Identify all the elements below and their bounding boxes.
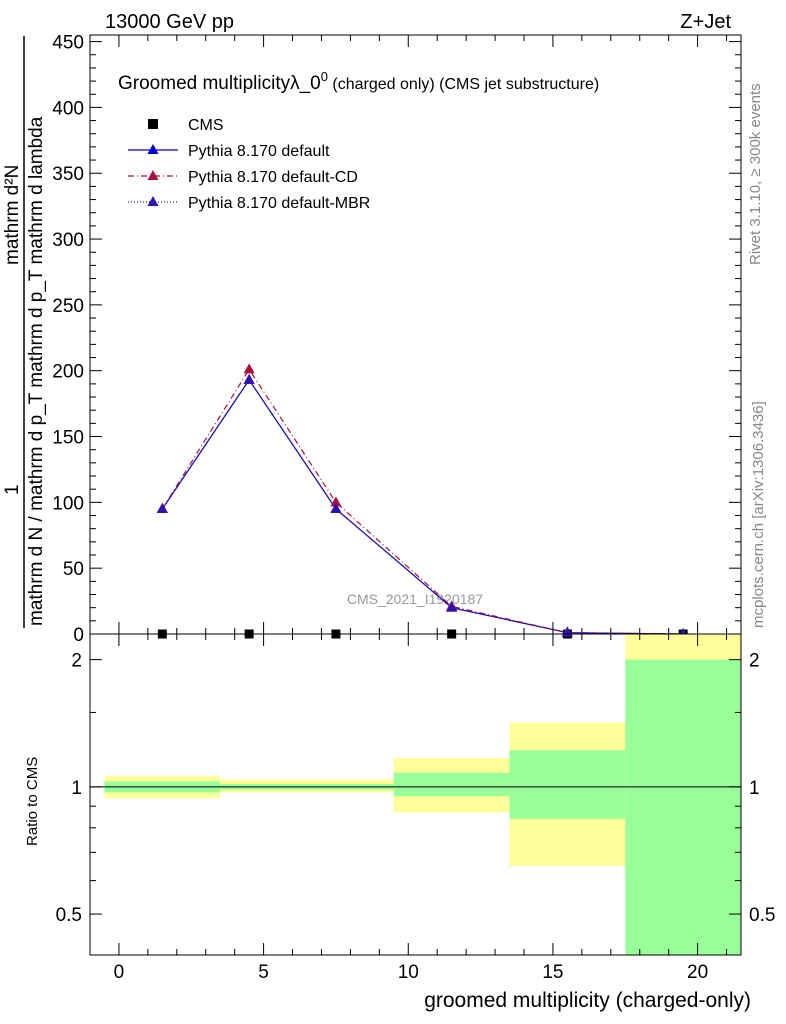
- main-y-axis: 0 50 100 150 200 250 300 350 400 450: [52, 33, 741, 646]
- main-y-label: mathrm d²N 1 mathrm d N / mathrm d p_T m…: [2, 36, 47, 628]
- y-tick-label: 350: [52, 164, 84, 185]
- legend-marker: [148, 119, 158, 129]
- data-point-triangle: [330, 496, 342, 507]
- ratio-plot-panel: 0.5 0.5 1 1 2 2 0 5 10 15 20 Ratio to CMS groomed…: [24, 633, 775, 1012]
- plot-title-suffix: (charged only) (CMS jet substructure): [328, 76, 599, 93]
- data-point-triangle: [156, 502, 168, 513]
- energy-label: 13000 GeV pp: [105, 11, 234, 33]
- y-tick-label: 250: [52, 296, 84, 317]
- ratio-y-tick-label: 2: [71, 651, 82, 672]
- legend-label: CMS: [188, 117, 224, 134]
- plot-title: Groomed multiplicityλ_00 (charged only) …: [118, 69, 599, 94]
- legend-marker: [147, 144, 159, 154]
- y-tick-label: 150: [52, 428, 84, 449]
- series-line: [161, 378, 684, 635]
- main-plot-panel: 0 50 100 150 200 250 300 350 400 450 CMS_2021_I19…: [2, 33, 742, 646]
- legend-marker: [147, 170, 159, 180]
- watermark: CMS_2021_I1920187: [347, 591, 483, 607]
- ratio-y-tick-label: 1: [71, 778, 82, 799]
- ratio-y-tick-label: 0.5: [56, 905, 82, 926]
- stat-uncertainty-band: [509, 750, 626, 819]
- y-tick-label: 200: [52, 362, 84, 383]
- mcplots-label: mcplots.cern.ch [arXiv:1306.3436]: [750, 401, 767, 628]
- rivet-label: Rivet 3.1.10, ≥ 300k events: [747, 83, 764, 265]
- ratio-y-tick-label: 2: [749, 651, 760, 672]
- y-tick-label: 50: [63, 559, 84, 580]
- legend: CMS Pythia 8.170 default Pythia 8.170 defa…: [128, 117, 370, 212]
- legend-label: Pythia 8.170 default-CD: [188, 169, 358, 186]
- y-tick-label: 100: [52, 493, 84, 514]
- legend-marker: [147, 196, 159, 206]
- ratio-x-axis: 0 5 10 15 20: [114, 634, 728, 983]
- ratio-y-tick-label: 0.5: [749, 905, 775, 926]
- y-tick-label: 0: [73, 625, 84, 646]
- ratio-y-tick-label: 1: [749, 778, 760, 799]
- stat-uncertainty-band: [393, 772, 510, 797]
- legend-label: Pythia 8.170 default-MBR: [188, 195, 370, 212]
- x-tick-label: 5: [258, 962, 269, 983]
- y-label-one: 1: [2, 484, 23, 495]
- ratio-plot-frame: [89, 633, 742, 956]
- y-label-denom: mathrm d N / mathrm d p_T mathrm d p_T m…: [26, 116, 47, 626]
- x-tick-label: 20: [687, 962, 708, 983]
- ratio-y-label: Ratio to CMS: [24, 757, 41, 846]
- data-point-triangle: [243, 363, 255, 374]
- plot-title-sup: 0: [321, 69, 328, 84]
- x-axis-label: groomed multiplicity (charged-only): [424, 989, 751, 1012]
- x-tick-label: 0: [114, 962, 125, 983]
- x-tick-label: 10: [398, 962, 419, 983]
- data-point-triangle: [330, 502, 342, 513]
- y-tick-label: 450: [52, 33, 84, 54]
- data-point-triangle: [243, 373, 255, 384]
- y-tick-label: 400: [52, 98, 84, 119]
- y-label-numer: mathrm d²N: [2, 165, 23, 265]
- plot-title-main: Groomed multiplicityλ_0: [118, 73, 321, 94]
- ratio-bands: [104, 634, 741, 955]
- x-tick-label: 15: [542, 962, 563, 983]
- legend-label: Pythia 8.170 default: [188, 143, 330, 160]
- data-point-triangle: [446, 601, 458, 612]
- stat-uncertainty-band: [625, 659, 741, 955]
- y-tick-label: 300: [52, 230, 84, 251]
- process-label: Z+Jet: [680, 11, 731, 33]
